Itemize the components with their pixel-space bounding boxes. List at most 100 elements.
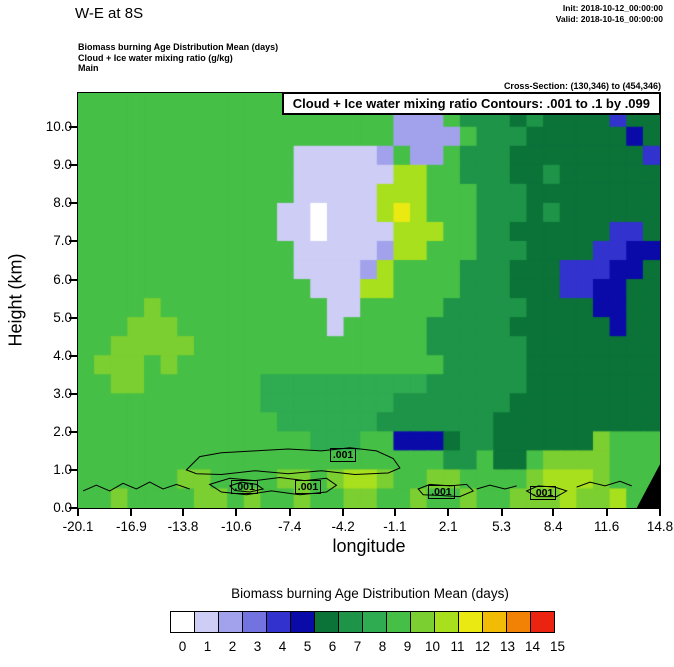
colorbar-tick-label: 4 bbox=[278, 639, 287, 654]
colorbar-cell bbox=[410, 611, 435, 633]
x-tick-label: 2.1 bbox=[438, 519, 458, 534]
x-tick-mark bbox=[342, 508, 345, 516]
colorbar-cell bbox=[266, 611, 291, 633]
colorbar-cell bbox=[338, 611, 363, 633]
subtitle-block: Biomass burning Age Distribution Mean (d… bbox=[78, 42, 278, 74]
colorbar-tick-label: 0 bbox=[178, 639, 187, 654]
colorbar-tick-label: 10 bbox=[424, 639, 441, 654]
contour-label: .001 bbox=[294, 480, 322, 495]
y-tick-mark bbox=[69, 392, 77, 395]
colorbar-cell bbox=[506, 611, 531, 633]
colorbar-tick-label: 12 bbox=[474, 639, 491, 654]
colorbar bbox=[170, 611, 555, 633]
x-tick-label: -4.2 bbox=[331, 519, 355, 534]
x-tick-mark bbox=[77, 508, 79, 516]
x-tick-mark bbox=[393, 508, 396, 516]
y-tick-label: 0.0 bbox=[53, 500, 72, 515]
y-tick-label: 1.0 bbox=[53, 461, 72, 477]
y-tick-label: 7.0 bbox=[53, 233, 72, 249]
colorbar-title: Biomass burning Age Distribution Mean (d… bbox=[231, 586, 509, 601]
y-tick-mark bbox=[69, 240, 77, 243]
colorbar-tick-label: 3 bbox=[253, 639, 262, 654]
x-tick-mark bbox=[235, 508, 238, 516]
colorbar-tick-label: 1 bbox=[203, 639, 212, 654]
page-title: W-E at 8S bbox=[75, 5, 144, 22]
y-tick-mark bbox=[69, 468, 77, 471]
subtitle-line-1: Biomass burning Age Distribution Mean (d… bbox=[78, 42, 279, 52]
y-tick-label: 4.0 bbox=[53, 347, 72, 363]
x-tick-label: -1.1 bbox=[383, 519, 407, 534]
colorbar-tick-label: 14 bbox=[524, 639, 541, 654]
x-tick-label: -16.9 bbox=[115, 519, 147, 534]
colorbar-labels: 0 1 2 3 4 5 6 7 8 9 10 11 12 13 14 15 bbox=[170, 639, 570, 654]
colorbar-tick-label: 11 bbox=[450, 639, 465, 654]
subtitle-line-2: Cloud + Ice water mixing ratio (g/kg) bbox=[78, 52, 233, 63]
x-tick-label: -10.6 bbox=[221, 519, 252, 534]
x-tick-mark bbox=[447, 508, 450, 516]
colorbar-cell bbox=[218, 611, 243, 633]
y-tick-label: 5.0 bbox=[53, 309, 72, 325]
plot-area: Cloud + Ice water mixing ratio Contours:… bbox=[46, 92, 673, 534]
y-tick-mark bbox=[69, 126, 77, 129]
x-tick-label: 11.6 bbox=[593, 519, 620, 534]
x-tick-mark bbox=[182, 508, 185, 516]
x-tick-mark bbox=[288, 508, 291, 516]
colorbar-tick-label: 7 bbox=[353, 639, 362, 654]
colorbar-tick-label: 15 bbox=[549, 639, 566, 654]
run-times: Init: 2018-10-12_00:00:00 Valid: 2018-10… bbox=[556, 3, 663, 24]
x-tick-label: -20.1 bbox=[62, 519, 94, 534]
y-tick-mark bbox=[69, 354, 77, 357]
cross-section-label: Cross-Section: (130,346) to (454,346) bbox=[503, 81, 661, 91]
colorbar-cell bbox=[434, 611, 459, 633]
colorbar-tick-label: 13 bbox=[499, 639, 516, 654]
x-tick-mark bbox=[500, 508, 503, 516]
contour-label: .001 bbox=[329, 448, 357, 463]
x-tick-label: 8.4 bbox=[543, 519, 563, 534]
colorbar-tick-label: 6 bbox=[328, 639, 337, 654]
contour-label: .001 bbox=[428, 485, 455, 499]
colorbar-cell bbox=[482, 611, 507, 633]
init-time: Init: 2018-10-12_00:00:00 bbox=[562, 3, 663, 13]
y-tick-label: 3.0 bbox=[53, 385, 72, 401]
y-tick-mark bbox=[69, 430, 77, 433]
x-tick-label: -7.4 bbox=[278, 519, 302, 534]
contour-label: .001 bbox=[231, 480, 258, 495]
valid-time: Valid: 2018-10-16_00:00:00 bbox=[555, 13, 663, 24]
y-tick-mark bbox=[69, 316, 77, 319]
colorbar-cell bbox=[242, 611, 267, 633]
x-tick-mark bbox=[659, 508, 661, 516]
y-tick-mark bbox=[69, 202, 77, 205]
colorbar-cell bbox=[314, 611, 339, 633]
colorbar-cell bbox=[194, 611, 219, 633]
y-tick-label: 8.0 bbox=[53, 195, 72, 211]
x-tick-mark bbox=[130, 508, 133, 516]
contour-info-box: Cloud + Ice water mixing ratio Contours:… bbox=[281, 92, 661, 115]
x-tick-label: 5.3 bbox=[492, 519, 511, 534]
y-tick-mark bbox=[69, 164, 77, 167]
colorbar-tick-label: 2 bbox=[228, 639, 237, 654]
y-tick-label: 6.0 bbox=[53, 271, 72, 287]
colorbar-tick-label: 8 bbox=[378, 639, 387, 654]
y-tick-label: 2.0 bbox=[53, 423, 72, 439]
colorbar-cell bbox=[170, 611, 195, 633]
contour-label: .001 bbox=[529, 486, 557, 501]
y-tick-label: 10.0 bbox=[45, 119, 72, 135]
colorbar-cell bbox=[458, 611, 483, 633]
x-tick-mark bbox=[605, 508, 608, 516]
colorbar-cell bbox=[290, 611, 315, 633]
colorbar-cell bbox=[530, 611, 555, 633]
colorbar-cell bbox=[386, 611, 411, 633]
y-tick-label: 9.0 bbox=[53, 157, 72, 173]
x-tick-mark bbox=[552, 508, 555, 516]
colorbar-tick-label: 5 bbox=[303, 639, 312, 654]
y-tick-mark bbox=[69, 278, 77, 281]
x-tick-label: 14.8 bbox=[646, 519, 674, 534]
subtitle-line-3: Main bbox=[78, 63, 99, 73]
y-axis-title: Height (km) bbox=[5, 253, 26, 347]
colorbar-tick-label: 9 bbox=[403, 639, 412, 654]
x-tick-label: -13.8 bbox=[167, 519, 199, 534]
x-axis-title: longitude bbox=[332, 536, 406, 556]
y-tick-mark bbox=[69, 507, 77, 509]
colorbar-cell bbox=[362, 611, 387, 633]
